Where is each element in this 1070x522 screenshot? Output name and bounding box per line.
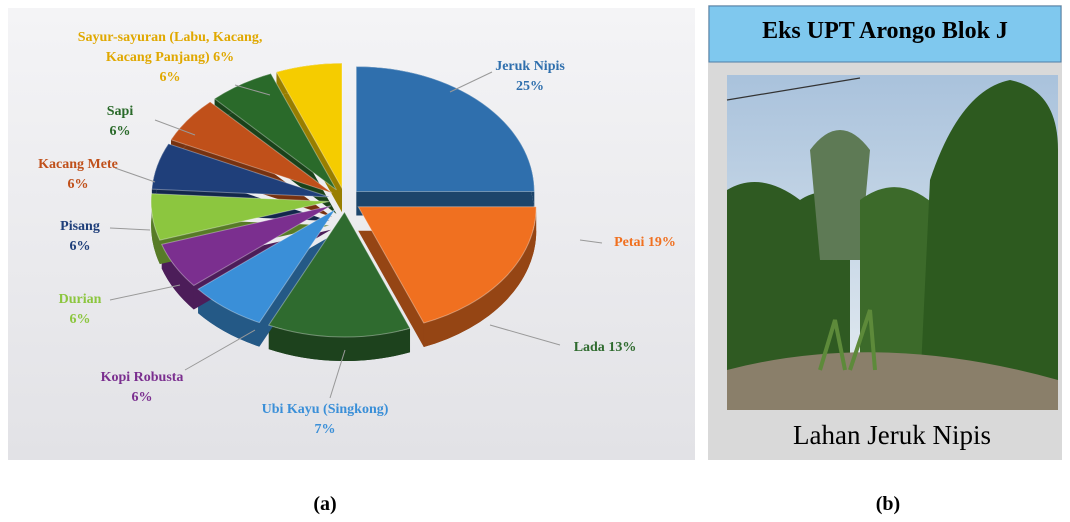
leader-line	[489, 324, 561, 346]
leader-line	[109, 227, 151, 231]
tree	[920, 80, 1058, 390]
figure-label: (a)	[313, 493, 337, 515]
label-name: Kacang Mete	[38, 157, 118, 172]
slice	[151, 143, 330, 198]
slice	[267, 211, 411, 338]
label-name: Sayur-sayuran (Labu, Kacang, Kacang Panj…	[77, 30, 263, 65]
slice	[355, 66, 535, 193]
leader-line	[449, 71, 493, 93]
label-value: 25%	[516, 79, 544, 94]
figure-label: (b)	[875, 493, 901, 515]
leader-line	[329, 349, 346, 399]
ground	[727, 352, 1058, 410]
label-value: 6%	[67, 177, 89, 192]
label-value: 6%	[109, 124, 131, 139]
data-label: Ubi Kayu (Singkong) 7%	[262, 400, 389, 440]
leader-line	[154, 119, 196, 136]
data-label: Pisang 6%	[60, 217, 100, 257]
data-label: Sayur-sayuran (Labu, Kacang, Kacang Panj…	[63, 28, 278, 88]
data-label: Durian 6%	[59, 290, 102, 330]
data-label: Kacang Mete 6%	[38, 155, 118, 195]
leader-line	[234, 84, 271, 96]
label-value: 7%	[314, 422, 336, 437]
slice	[213, 73, 337, 191]
data-label: Kopi Robusta 6%	[101, 368, 184, 408]
label-value: 13%	[608, 340, 637, 355]
grass	[818, 309, 877, 371]
label-name: Petai	[614, 235, 645, 250]
data-label: Jeruk Nipis 25%	[495, 57, 565, 97]
label-name: Ubi Kayu (Singkong)	[261, 402, 389, 417]
label-value: 6%	[69, 239, 91, 254]
power-line	[726, 77, 861, 101]
leader-line	[109, 284, 181, 301]
label-name: Durian	[58, 292, 102, 307]
slice	[357, 206, 537, 324]
tree	[860, 187, 940, 380]
title-box	[708, 5, 1062, 63]
label-value: 6%	[131, 390, 153, 405]
data-label: Lada 13%	[574, 338, 637, 358]
slice-side	[423, 206, 537, 347]
slice-side	[198, 289, 260, 347]
panel-caption: Lahan Jeruk Nipis	[793, 420, 991, 450]
tree	[810, 130, 870, 260]
data-label: Petai 19%	[614, 233, 676, 253]
panel-title: Eks UPT Arongo Blok J	[762, 18, 1008, 44]
leader-line	[184, 329, 256, 371]
label-name: Lada	[573, 340, 605, 355]
photo-panel	[708, 5, 1062, 460]
slice	[275, 62, 343, 191]
slice-side	[151, 193, 160, 265]
label-name: Sapi	[106, 104, 134, 119]
slice	[150, 193, 330, 241]
leader-line	[579, 239, 603, 244]
slice-side	[268, 325, 411, 361]
slice	[197, 209, 336, 324]
label-value: 6%	[159, 70, 181, 85]
label-name: Pisang	[60, 219, 100, 234]
label-name: Jeruk Nipis	[495, 59, 565, 74]
label-name: Kopi Robusta	[100, 370, 184, 385]
slice	[160, 205, 332, 287]
pie-chart	[150, 62, 537, 361]
label-value: 19%	[647, 235, 676, 250]
leader-line	[114, 167, 156, 183]
label-value: 6%	[69, 312, 91, 327]
data-label: Sapi 6%	[107, 102, 133, 142]
slice	[170, 101, 333, 194]
